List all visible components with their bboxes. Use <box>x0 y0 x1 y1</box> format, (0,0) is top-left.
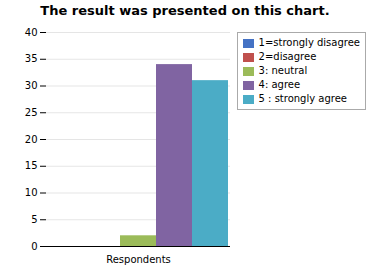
html-text:The result was presented on th: The result was presented on this chart. <box>40 3 330 18</box>
svg-text:35: 35 <box>25 53 38 64</box>
html-text:4: agree: 4: agree <box>258 79 301 90</box>
html-text:2=disagree: 2=disagree <box>258 51 317 62</box>
svg-text:Respondents: Respondents <box>106 254 171 265</box>
svg-text:25: 25 <box>25 107 38 118</box>
svg-text:5: 5 <box>31 214 37 225</box>
html-text:3: neutral: 3: neutral <box>258 65 308 76</box>
svg-text:20: 20 <box>25 134 38 145</box>
svg-text:30: 30 <box>25 80 38 91</box>
html-text:5 : strongly agree: 5 : strongly agree <box>258 93 347 104</box>
svg-text:10: 10 <box>25 187 38 198</box>
svg-text:0: 0 <box>31 241 37 252</box>
svg-text:40: 40 <box>25 27 38 38</box>
html-text:1=strongly disagree: 1=strongly disagree <box>258 37 360 48</box>
svg-text:15: 15 <box>25 160 38 171</box>
